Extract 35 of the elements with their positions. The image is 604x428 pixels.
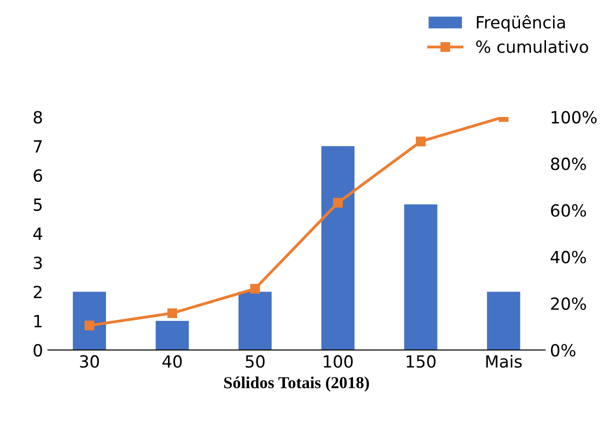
legend-label: Freqüência <box>476 15 565 32</box>
y-tick-label: 5 <box>34 198 42 211</box>
y2-tick-label: 100% <box>552 110 597 124</box>
y-tick-label: 3 <box>34 256 42 270</box>
y2-tick-label: 20% <box>551 297 586 310</box>
y-tick-label: 6 <box>34 169 42 182</box>
x-axis-title: Sólidos Totais (2018) <box>224 376 369 392</box>
y-tick-label: 4 <box>33 228 42 240</box>
bar <box>487 292 520 350</box>
y-tick-label: 1 <box>34 315 42 328</box>
x-tick-label: 50 <box>246 355 265 368</box>
point <box>250 284 260 294</box>
y2-tick-label: 0% <box>550 344 576 357</box>
bar <box>238 292 272 350</box>
y2-tick-label: 40% <box>550 250 586 264</box>
legend-label: % cumulativo <box>476 40 588 54</box>
point <box>167 308 178 318</box>
point <box>333 198 343 208</box>
y-tick-label: 0 <box>34 344 42 357</box>
x-tick-label: 150 <box>406 355 436 368</box>
y-tick-label: 7 <box>34 140 42 152</box>
bar <box>404 204 438 350</box>
bar <box>156 320 189 350</box>
bar <box>72 292 106 350</box>
x-tick-label: 40 <box>162 355 182 368</box>
point <box>416 136 426 146</box>
bar <box>321 146 354 350</box>
x-tick-label: 30 <box>80 355 99 368</box>
point <box>84 320 94 330</box>
x-tick-label: 100 <box>324 355 353 368</box>
y-tick-label: 8 <box>34 110 42 124</box>
y-tick-label: 2 <box>34 286 42 298</box>
x-tick-label: Mais <box>486 354 522 368</box>
y2-tick-label: 80% <box>550 158 586 170</box>
y2-tick-label: 60% <box>551 204 586 217</box>
